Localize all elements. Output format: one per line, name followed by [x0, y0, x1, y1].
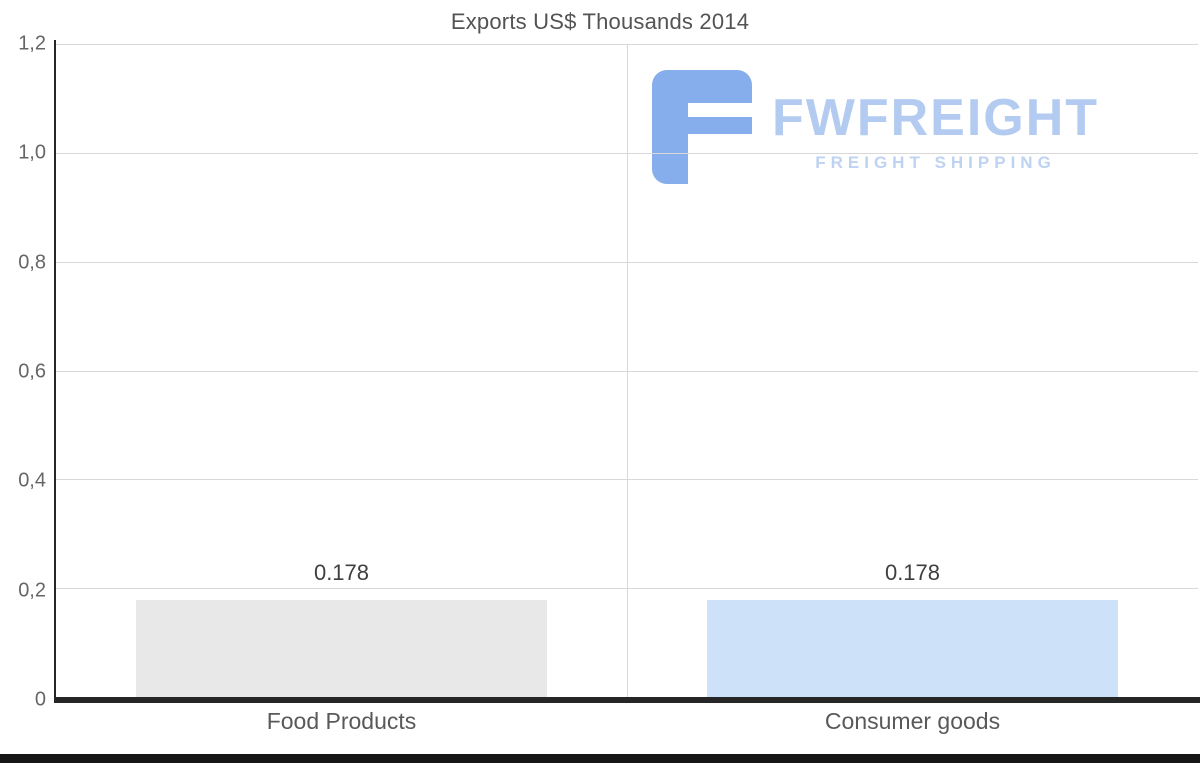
bar-group-consumer-goods: 0.178	[627, 44, 1198, 697]
watermark-tagline-text: FREIGHT SHIPPING	[815, 153, 1056, 172]
bar-group-food-products: 0.178	[56, 44, 627, 697]
bottom-black-bar	[0, 754, 1200, 763]
y-axis: 1,2 1,0 0,8 0,6 0,4 0,2 0	[0, 33, 46, 711]
y-axis-tick-label: 0	[34, 688, 46, 711]
plot-area: 0.178 0.178	[56, 44, 1198, 697]
y-axis-line	[54, 40, 56, 703]
watermark-brand-text: FWFREIGHT	[772, 89, 1100, 147]
y-axis-tick-label: 0,4	[18, 469, 46, 492]
y-axis-tick-label: 0,8	[18, 251, 46, 274]
y-axis-tick-label: 1,0	[18, 141, 46, 164]
y-axis-tick-label: 0,2	[18, 579, 46, 602]
vertical-gridline	[627, 44, 628, 697]
bar-food-products[interactable]	[135, 600, 548, 697]
x-axis-label-food-products: Food Products	[266, 708, 417, 734]
bar-value-label: 0.178	[313, 560, 370, 585]
x-axis-line	[54, 697, 1200, 703]
bar-wrap: 0.178	[706, 560, 1119, 697]
y-axis-tick-label: 0,6	[18, 360, 46, 383]
fwfreight-logo-icon	[652, 70, 752, 184]
bar-wrap: 0.178	[135, 560, 548, 697]
chart-title: Exports US$ Thousands 2014	[450, 9, 750, 34]
watermark-text-block: FWFREIGHT FREIGHT SHIPPING	[772, 70, 1099, 173]
x-axis: Food Products Consumer goods	[56, 708, 1198, 735]
bar-value-label: 0.178	[884, 560, 941, 585]
bar-consumer-goods[interactable]	[706, 600, 1119, 697]
bar-series: 0.178 0.178	[56, 44, 1198, 697]
watermark-logo: FWFREIGHT FREIGHT SHIPPING	[652, 70, 1099, 184]
y-axis-tick-label: 1,2	[18, 32, 46, 55]
x-axis-label-consumer-goods: Consumer goods	[824, 708, 1001, 734]
